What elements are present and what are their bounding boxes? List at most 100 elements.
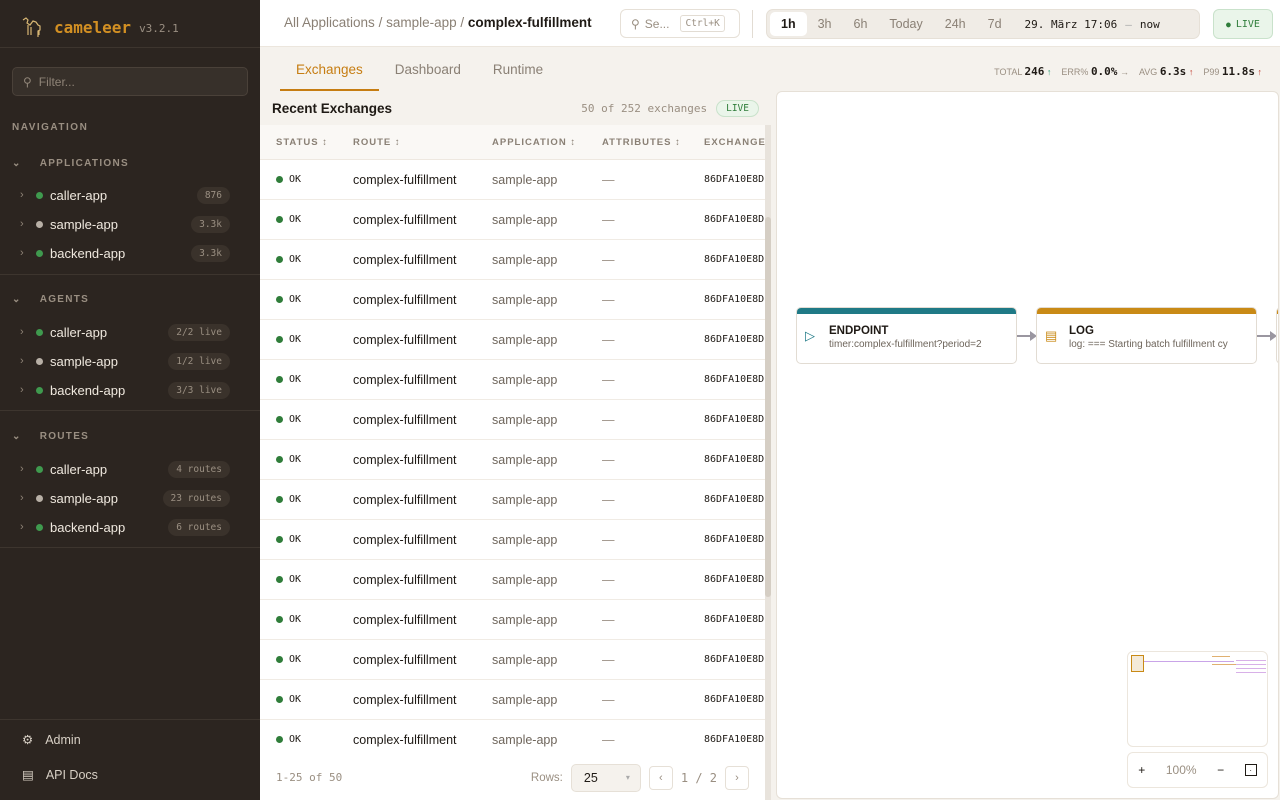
route-cell: complex-fulfillment — [353, 532, 457, 547]
tab-dashboard[interactable]: Dashboard — [394, 62, 461, 77]
range-end[interactable]: now — [1139, 17, 1160, 31]
col-status[interactable]: STATUS ↕ — [276, 136, 328, 148]
exchange-id-cell[interactable]: 86DFA10E8D — [704, 334, 765, 345]
table-row[interactable]: OK complex-fulfillment sample-app — 86DFA10E… — [260, 320, 765, 360]
zoom-in-button[interactable]: + — [1138, 763, 1146, 777]
range-start[interactable]: 29. März 17:06 — [1024, 17, 1118, 31]
table-row[interactable]: OK complex-fulfillment sample-app — 86DFA10E… — [260, 680, 765, 720]
page-range: 1-25 of 50 — [276, 771, 343, 784]
kpi-avg: AVG 6.3s ↑ — [1138, 65, 1194, 78]
exchange-id-cell[interactable]: 86DFA10E8D — [704, 414, 765, 425]
table-row[interactable]: OK complex-fulfillment sample-app — 86DFA10E… — [260, 240, 765, 280]
app-name: cameleer — [54, 17, 132, 37]
col-application[interactable]: APPLICATION ↕ — [492, 136, 577, 148]
exchange-id-cell[interactable]: 86DFA10E8D — [704, 534, 765, 545]
col-attributes[interactable]: ATTRIBUTES ↕ — [602, 136, 681, 148]
application-cell: sample-app — [492, 252, 558, 267]
live-toggle[interactable]: ● LIVE — [1213, 9, 1273, 39]
chevron-right-icon: › — [20, 189, 24, 201]
tab-exchanges[interactable]: Exchanges — [280, 47, 379, 91]
table-row[interactable]: OK complex-fulfillment sample-app — 86DFA10E… — [260, 600, 765, 640]
application-cell: sample-app — [492, 732, 558, 747]
sidebar-item-backend-app[interactable]: › backend-app 3.3k — [20, 241, 230, 265]
group-applications[interactable]: ⌄ APPLICATIONS — [12, 158, 129, 169]
next-page-button[interactable]: › — [725, 765, 749, 790]
exchange-id-cell[interactable]: 86DFA10E8D — [704, 494, 765, 505]
table-row[interactable]: OK complex-fulfillment sample-app — 86DFA10E… — [260, 720, 765, 755]
chevron-down-icon: ▾ — [625, 773, 630, 782]
node-log[interactable]: ▤ LOG log: === Starting batch fulfillmen… — [1036, 307, 1257, 364]
range-3h[interactable]: 3h — [817, 17, 832, 31]
table-row[interactable]: OK complex-fulfillment sample-app — 86DFA10E… — [260, 360, 765, 400]
sidebar-item-caller-app[interactable]: › caller-app 876 — [20, 183, 230, 207]
sidebar-admin[interactable]: ⚙ Admin — [22, 732, 81, 748]
sidebar-api-docs[interactable]: ▤ API Docs — [22, 767, 98, 783]
table-row[interactable]: OK complex-fulfillment sample-app — 86DFA10E… — [260, 280, 765, 320]
table-row[interactable]: OK complex-fulfillment sample-app — 86DFA10E… — [260, 560, 765, 600]
sidebar-item-sample-app[interactable]: › sample-app 23 routes — [20, 486, 230, 510]
sidebar-item-sample-app[interactable]: › sample-app 3.3k — [20, 212, 230, 236]
rows-per-page-select[interactable]: 25 ▾ — [570, 763, 641, 792]
exchange-id-cell[interactable]: 86DFA10E8D — [704, 654, 765, 665]
tab-bar: Exchanges Dashboard Runtime — [280, 47, 559, 91]
sidebar-item-caller-app[interactable]: › caller-app 4 routes — [20, 457, 230, 481]
table-row[interactable]: OK complex-fulfillment sample-app — 86DFA10E… — [260, 440, 765, 480]
table-row[interactable]: OK complex-fulfillment sample-app — 86DFA10E… — [260, 400, 765, 440]
exchange-id-cell[interactable]: 86DFA10E8D — [704, 374, 765, 385]
status-dot — [276, 496, 283, 503]
minimap[interactable] — [1127, 651, 1268, 747]
group-agents[interactable]: ⌄ AGENTS — [12, 294, 89, 305]
range-1h[interactable]: 1h — [770, 12, 807, 36]
edge-arrow — [1017, 331, 1037, 341]
table-row[interactable]: OK complex-fulfillment sample-app — 86DFA10E… — [260, 520, 765, 560]
prev-page-button[interactable]: ‹ — [648, 765, 673, 790]
table-row[interactable]: OK complex-fulfillment sample-app — 86DFA10E… — [260, 160, 765, 200]
exchange-count: 50 of 252 exchanges — [581, 101, 708, 115]
exchange-id-cell[interactable]: 86DFA10E8D — [704, 254, 765, 265]
exchange-id-cell[interactable]: 86DFA10E8D — [704, 294, 765, 305]
zoom-controls: + 100% − · — [1127, 752, 1268, 788]
table-row[interactable]: OK complex-fulfillment sample-app — 86DFA10E… — [260, 640, 765, 680]
col-exchange[interactable]: EXCHANGE — [704, 136, 765, 148]
exchange-id-cell[interactable]: 86DFA10E8D — [704, 734, 765, 745]
logo[interactable]: cameleer v3.2.1 — [20, 14, 179, 40]
col-route[interactable]: ROUTE ↕ — [353, 136, 401, 148]
node-endpoint[interactable]: ▷ ENDPOINT timer:complex-fulfillment?per… — [796, 307, 1017, 364]
status-dot — [36, 494, 43, 502]
table-row[interactable]: OK complex-fulfillment sample-app — 86DFA10E… — [260, 480, 765, 520]
sidebar-item-backend-app[interactable]: › backend-app 6 routes — [20, 515, 230, 539]
group-routes[interactable]: ⌄ ROUTES — [12, 431, 89, 442]
breadcrumb-all[interactable]: All Applications — [284, 15, 375, 30]
divider — [752, 10, 753, 38]
search-button[interactable]: ⚲ Se... Ctrl+K — [620, 9, 740, 38]
status-cell: OK — [276, 654, 301, 665]
fit-view-icon[interactable]: · — [1244, 764, 1257, 776]
table-row[interactable]: OK complex-fulfillment sample-app — 86DFA10E… — [260, 200, 765, 240]
application-cell: sample-app — [492, 492, 558, 507]
tab-runtime[interactable]: Runtime — [492, 62, 544, 77]
sidebar-item-backend-app[interactable]: › backend-app 3/3 live — [20, 378, 230, 402]
exchange-id-cell[interactable]: 86DFA10E8D — [704, 454, 765, 465]
sidebar-item-sample-app[interactable]: › sample-app 1/2 live — [20, 349, 230, 373]
range-7d[interactable]: 7d — [987, 17, 1002, 31]
node-next[interactable] — [1276, 307, 1278, 364]
filter-input[interactable]: ⚲ Filter... — [12, 67, 248, 96]
exchange-id-cell[interactable]: 86DFA10E8D — [704, 694, 765, 705]
minimap-viewport[interactable] — [1131, 655, 1144, 672]
exchange-id-cell[interactable]: 86DFA10E8D — [704, 174, 765, 185]
breadcrumb-app[interactable]: sample-app — [386, 15, 457, 30]
item-badge: 2/2 live — [168, 323, 230, 341]
route-cell: complex-fulfillment — [353, 172, 457, 187]
exchange-id-cell[interactable]: 86DFA10E8D — [704, 614, 765, 625]
route-diagram[interactable]: ▷ ENDPOINT timer:complex-fulfillment?per… — [776, 91, 1279, 799]
camel-icon — [22, 17, 41, 37]
range-today[interactable]: Today — [889, 17, 923, 31]
exchange-id-cell[interactable]: 86DFA10E8D — [704, 574, 765, 585]
exchange-id-cell[interactable]: 86DFA10E8D — [704, 214, 765, 225]
range-6h[interactable]: 6h — [853, 17, 868, 31]
status-cell: OK — [276, 614, 301, 625]
zoom-out-button[interactable]: − — [1217, 763, 1225, 777]
vertical-scrollbar[interactable] — [765, 217, 771, 597]
range-24h[interactable]: 24h — [944, 17, 966, 31]
sidebar-item-caller-app[interactable]: › caller-app 2/2 live — [20, 320, 230, 344]
